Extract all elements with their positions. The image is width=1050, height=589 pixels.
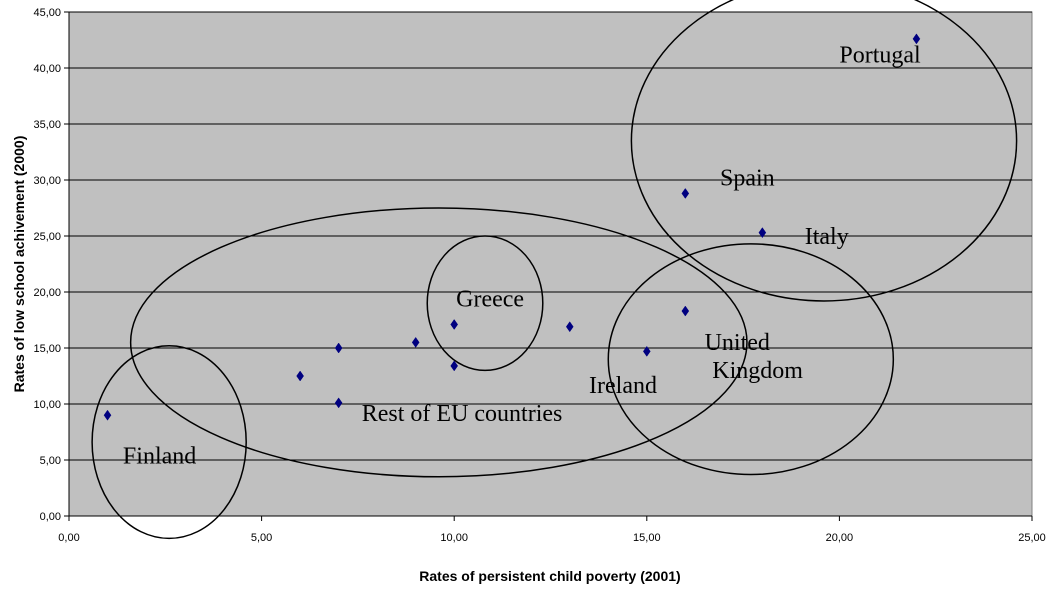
- data-point: [450, 319, 459, 330]
- x-tick-label: 10,00: [440, 532, 468, 544]
- data-point: [681, 305, 690, 317]
- annotation-label: Ireland: [589, 373, 657, 399]
- data-point: [334, 342, 343, 354]
- y-tick-label: 10,00: [33, 399, 61, 411]
- group-ellipse: [607, 243, 895, 476]
- y-tick-label: 25,00: [33, 231, 61, 243]
- annotation-label: Kingdom: [712, 358, 803, 384]
- group-ellipse: [91, 345, 247, 540]
- data-point: [450, 360, 459, 372]
- data-point: [912, 33, 921, 45]
- annotation-label: Italy: [805, 224, 849, 250]
- y-tick-label: 30,00: [33, 175, 61, 187]
- data-point: [758, 227, 767, 239]
- x-axis-title: Rates of persistent child poverty (2001): [419, 568, 680, 584]
- data-point: [334, 397, 343, 409]
- x-tick-label: 25,00: [1018, 532, 1046, 544]
- y-axis-title: Rates of low school achivement (2000): [11, 136, 27, 393]
- annotation-label: United: [705, 330, 770, 356]
- data-point: [565, 321, 574, 333]
- x-tick-labels: 0,00 5,00 10,00 15,00 20,00 25,00: [58, 516, 1046, 544]
- y-tick-label: 15,00: [33, 343, 61, 355]
- annotation-label: Finland: [123, 443, 196, 469]
- annotation-label: Greece: [456, 287, 524, 313]
- group-ellipse: [129, 207, 748, 478]
- axes: [68, 12, 1032, 517]
- y-tick-label: 40,00: [33, 63, 61, 75]
- plot-area: [68, 11, 1033, 517]
- y-tick-label: 20,00: [33, 287, 61, 299]
- y-tick-label: 0,00: [40, 511, 61, 523]
- data-point: [681, 188, 690, 199]
- y-tick-label: 35,00: [33, 119, 61, 131]
- data-point: [642, 345, 651, 357]
- annotation-label: Rest of EU countries: [362, 401, 563, 427]
- data-point: [103, 409, 112, 421]
- x-tick-label: 15,00: [633, 532, 661, 544]
- data-points: [103, 33, 921, 421]
- y-tick-label: 45,00: [33, 7, 61, 19]
- gridlines: [69, 11, 1032, 461]
- x-tick-label: 5,00: [251, 532, 272, 544]
- y-tick-label: 5,00: [40, 455, 61, 467]
- annotation-label: Spain: [720, 166, 775, 192]
- group-ellipse: [630, 0, 1018, 302]
- annotation-label: Portugal: [839, 42, 921, 68]
- y-tick-labels: 0,00 5,00 10,00 15,00 20,00 25,00 30,00 35,00 40…: [33, 7, 69, 523]
- data-point: [411, 336, 420, 348]
- group-ellipses: [91, 0, 1018, 540]
- group-ellipse: [426, 235, 544, 372]
- x-tick-label: 20,00: [826, 532, 854, 544]
- data-point: [296, 370, 304, 382]
- x-tick-label: 0,00: [58, 532, 79, 544]
